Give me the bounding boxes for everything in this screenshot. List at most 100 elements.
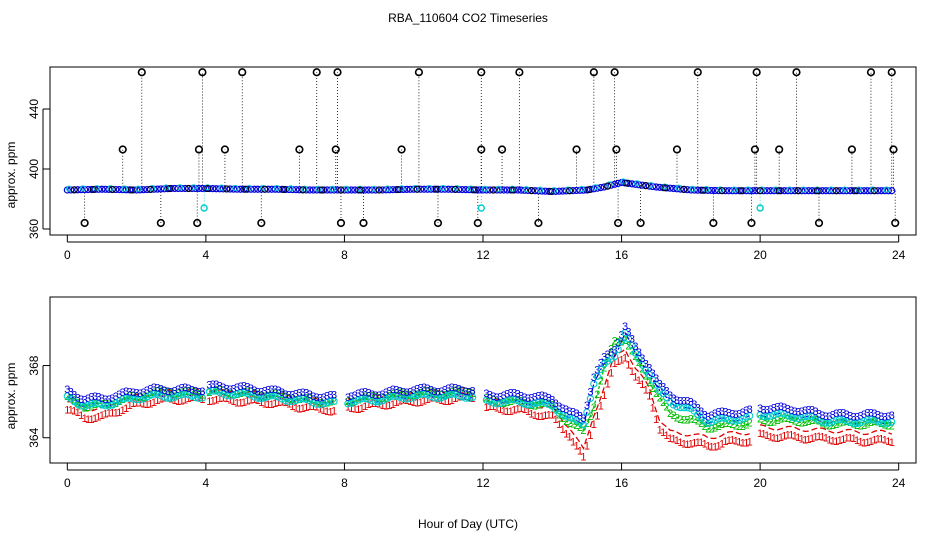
- marker-3: 3: [328, 389, 334, 401]
- data-point: [676, 403, 685, 412]
- data-point: [547, 187, 555, 195]
- marker-3: 3: [497, 391, 503, 403]
- marker-3: 3: [577, 411, 583, 423]
- marker-2: 2: [508, 396, 514, 408]
- marker-3: 3: [643, 358, 649, 370]
- data-point: [320, 400, 328, 408]
- marker-3: 3: [431, 386, 437, 398]
- marker-1: 1: [584, 440, 590, 452]
- marker-2: 2: [421, 386, 427, 398]
- data-point: [413, 391, 421, 400]
- data-point: [839, 416, 847, 424]
- data-point: [285, 398, 293, 406]
- marker-3: 3: [182, 382, 188, 394]
- marker-1: 1: [629, 366, 635, 378]
- data-point: [167, 394, 175, 402]
- outlier-point: [756, 204, 764, 212]
- marker-1: 1: [78, 410, 84, 422]
- marker-3: 3: [670, 393, 676, 405]
- data-point: [389, 392, 397, 400]
- marker-1: 1: [563, 428, 569, 440]
- marker-3: 3: [535, 390, 541, 402]
- spike-point: [477, 68, 486, 77]
- data-point: [500, 398, 508, 406]
- marker-1: 1: [535, 411, 541, 423]
- marker-1: 1: [293, 403, 299, 415]
- marker-1: 1: [729, 435, 735, 447]
- spike-point: [889, 145, 898, 154]
- marker-3: 3: [324, 391, 330, 403]
- marker-2: 2: [688, 414, 694, 426]
- data-point: [150, 390, 158, 398]
- data-point: [482, 396, 491, 404]
- marker-3: 3: [165, 386, 171, 398]
- marker-2: 2: [709, 424, 715, 436]
- marker-3: 3: [189, 384, 195, 396]
- marker-2: 2: [809, 415, 815, 427]
- data-point: [527, 187, 535, 195]
- marker-1: 1: [799, 434, 805, 446]
- marker-1: 1: [127, 400, 133, 412]
- top-plot-area: [63, 68, 900, 228]
- data-point: [832, 187, 840, 195]
- marker-3: 3: [255, 386, 261, 398]
- marker-3: 3: [438, 386, 444, 398]
- data-point: [680, 185, 688, 193]
- spike-point: [866, 68, 876, 77]
- data-point: [281, 397, 290, 405]
- marker-3: 3: [154, 382, 160, 394]
- marker-3: 3: [826, 411, 832, 423]
- marker-1: 1: [688, 438, 694, 450]
- marker-3: 3: [761, 404, 767, 416]
- marker-3: 3: [269, 384, 275, 396]
- marker-1: 1: [546, 409, 552, 421]
- marker-1: 1: [494, 402, 500, 414]
- data-point: [458, 393, 466, 401]
- data-point: [863, 416, 872, 424]
- data-point: [399, 394, 407, 403]
- marker-1: 1: [182, 394, 188, 406]
- data-point: [257, 394, 265, 403]
- marker-1: 1: [373, 398, 379, 410]
- marker-1: 1: [92, 413, 98, 425]
- data-point: [669, 401, 678, 409]
- data-point: [467, 185, 474, 192]
- marker-1: 1: [68, 405, 74, 417]
- marker-1: 1: [781, 431, 787, 443]
- marker-3: 3: [400, 386, 406, 398]
- data-point: [537, 186, 544, 193]
- marker-3: 3: [106, 394, 112, 406]
- marker-2: 2: [92, 399, 98, 411]
- marker-1: 1: [501, 406, 507, 418]
- marker-3: 3: [134, 388, 140, 400]
- data-point: [731, 186, 738, 193]
- marker-2: 2: [761, 415, 767, 427]
- marker-3: 3: [871, 408, 877, 420]
- data-point: [330, 397, 338, 405]
- marker-2: 2: [345, 396, 351, 408]
- marker-3: 3: [411, 385, 417, 397]
- data-point: [299, 395, 307, 403]
- data-point: [564, 186, 571, 193]
- marker-1: 1: [99, 410, 105, 422]
- marker-2: 2: [650, 383, 656, 395]
- marker-2: 2: [206, 387, 212, 399]
- data-point: [786, 186, 793, 193]
- marker-2: 2: [400, 388, 406, 400]
- data-point: [444, 391, 453, 399]
- data-point: [412, 184, 419, 192]
- data-point: [171, 393, 179, 401]
- marker-1: 1: [147, 398, 153, 410]
- marker-1: 1: [64, 405, 70, 417]
- marker-3: 3: [404, 387, 410, 399]
- marker-3: 3: [681, 396, 687, 408]
- data-point: [517, 398, 525, 407]
- marker-3: 3: [459, 385, 465, 397]
- marker-3: 3: [878, 411, 884, 423]
- data-point: [725, 415, 733, 424]
- data-point: [714, 414, 723, 423]
- data-point: [520, 400, 529, 408]
- data-point: [759, 412, 768, 421]
- x-tick-label: 0: [64, 476, 71, 490]
